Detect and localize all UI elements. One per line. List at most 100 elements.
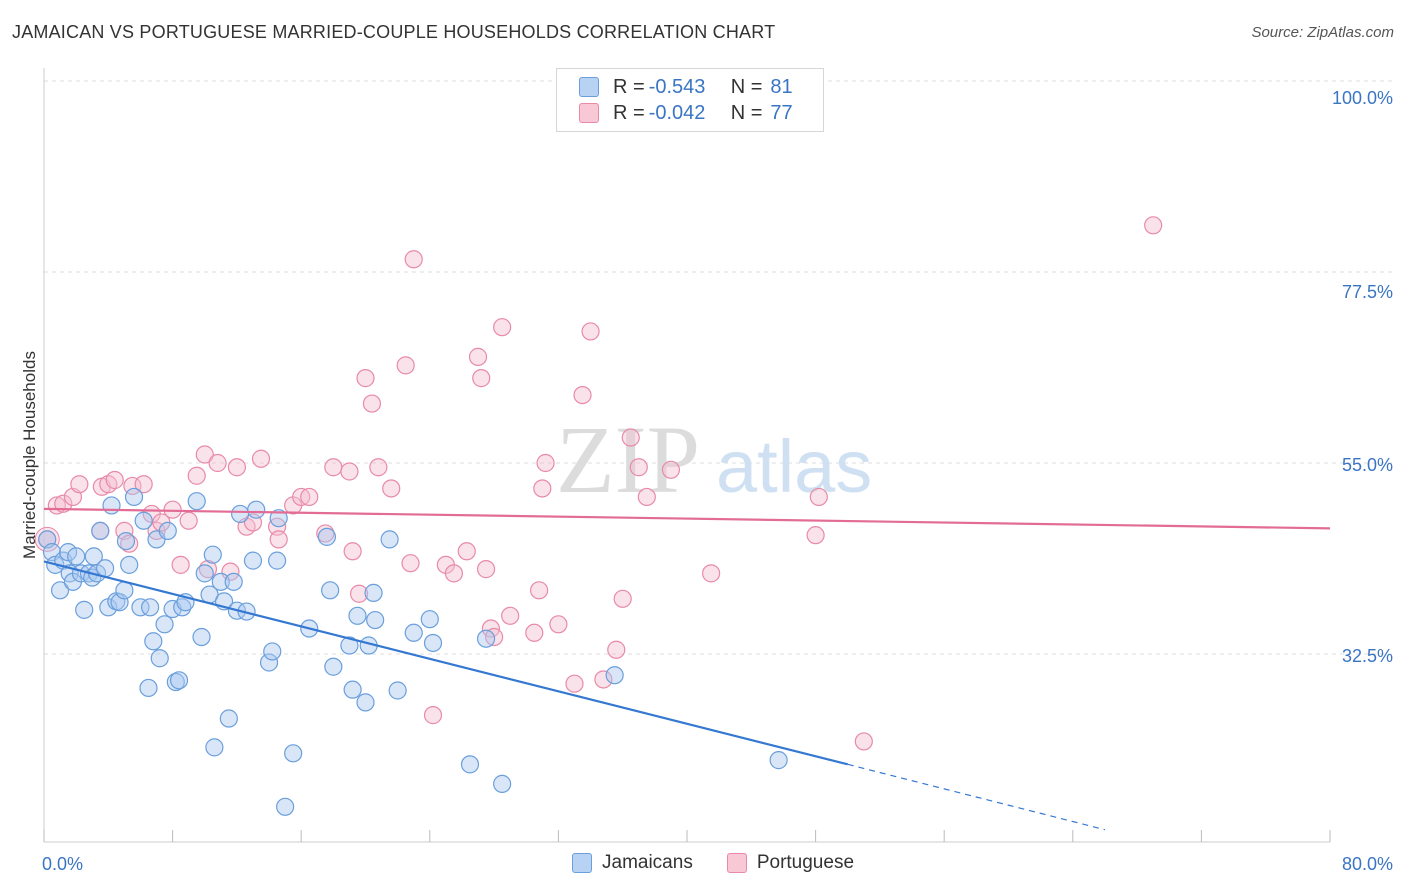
watermark-zip: ZIP bbox=[556, 406, 700, 513]
jamaicans-trend-line bbox=[43, 560, 849, 766]
jamaicans-point bbox=[169, 671, 189, 690]
jamaicans-point bbox=[158, 521, 177, 541]
portuguese-point bbox=[404, 250, 423, 269]
jamaicans-trend-extension bbox=[847, 763, 1106, 831]
jamaicans-point bbox=[155, 615, 174, 634]
jamaicans-point bbox=[340, 636, 359, 655]
jamaicans-point bbox=[131, 598, 150, 617]
jamaicans-point bbox=[211, 572, 230, 591]
jamaicans-point bbox=[124, 487, 144, 507]
jamaicans-point bbox=[231, 504, 250, 524]
portuguese-point bbox=[369, 458, 388, 477]
jamaicans-point bbox=[460, 755, 480, 774]
portuguese-point bbox=[300, 487, 319, 507]
legend-swatch-pink bbox=[726, 853, 747, 873]
portuguese-point bbox=[227, 458, 246, 477]
jamaicans-point bbox=[348, 606, 367, 625]
portuguese-point bbox=[702, 564, 721, 583]
jamaicans-point bbox=[144, 632, 163, 651]
jamaicans-point bbox=[224, 572, 243, 591]
portuguese-point bbox=[533, 479, 552, 498]
jamaicans-point bbox=[317, 527, 337, 546]
jamaicans-point bbox=[364, 583, 383, 602]
axes bbox=[43, 68, 1331, 843]
watermark: ZIP atlas bbox=[556, 406, 872, 513]
legend-item-jamaicans: Jamaicans bbox=[572, 852, 693, 874]
portuguese-point bbox=[530, 581, 549, 600]
jamaicans-point bbox=[116, 531, 136, 551]
legend-n-label: N = bbox=[730, 75, 763, 98]
y-tick-labels: 32.5% 55.0% 77.5% 100.0% bbox=[1332, 88, 1393, 666]
portuguese-point bbox=[809, 487, 828, 507]
portuguese-points bbox=[34, 216, 1163, 751]
jamaicans-point bbox=[139, 678, 158, 698]
legend-r-label: R = bbox=[613, 101, 645, 124]
jamaicans-point bbox=[366, 610, 385, 630]
portuguese-point bbox=[251, 449, 271, 468]
legend-label-portuguese: Portuguese bbox=[756, 852, 855, 873]
portuguese-point bbox=[179, 511, 198, 530]
portuguese-point bbox=[396, 356, 415, 375]
portuguese-point bbox=[343, 542, 362, 561]
legend-item-portuguese: Portuguese bbox=[726, 852, 855, 874]
jamaicans-point bbox=[605, 666, 624, 685]
jamaicans-point bbox=[219, 709, 238, 728]
legend-swatch-pink bbox=[579, 103, 599, 123]
watermark-atlas: atlas bbox=[716, 425, 872, 508]
x-tick-labels: 0.0% 80.0% bbox=[42, 854, 1393, 874]
portuguese-point bbox=[187, 466, 206, 485]
jamaicans-point bbox=[321, 581, 340, 600]
portuguese-point bbox=[1144, 216, 1163, 235]
portuguese-point bbox=[854, 732, 873, 751]
jamaicans-point bbox=[493, 774, 512, 793]
x-tick-label: 0.0% bbox=[42, 854, 83, 874]
stats-legend: R = -0.543 N = 81 R = -0.042 N = 77 bbox=[556, 68, 824, 132]
jamaicans-point bbox=[173, 598, 192, 617]
legend-r-label: R = bbox=[613, 75, 645, 98]
jamaicans-point bbox=[120, 555, 139, 574]
jamaicans-point bbox=[134, 511, 153, 530]
legend-n-value: 81 bbox=[770, 75, 793, 98]
portuguese-point bbox=[637, 487, 656, 507]
portuguese-point bbox=[549, 615, 568, 634]
legend-label-jamaicans: Jamaicans bbox=[602, 852, 693, 873]
jamaicans-point bbox=[267, 551, 287, 570]
y-tick-label: 77.5% bbox=[1342, 282, 1393, 302]
portuguese-point bbox=[444, 564, 464, 583]
jamaicans-point bbox=[102, 496, 121, 515]
portuguese-point bbox=[195, 445, 214, 464]
legend-row-jamaicans: R = -0.543 N = 81 bbox=[579, 74, 793, 100]
portuguese-point bbox=[594, 670, 613, 689]
jamaicans-point bbox=[205, 738, 224, 757]
jamaicans-point bbox=[284, 744, 303, 763]
portuguese-point bbox=[105, 470, 124, 490]
portuguese-point bbox=[340, 462, 359, 481]
portuguese-point bbox=[134, 475, 153, 494]
portuguese-point bbox=[629, 458, 648, 477]
portuguese-point bbox=[472, 369, 491, 388]
jamaicans-point bbox=[67, 547, 86, 566]
jamaicans-point bbox=[195, 564, 214, 583]
jamaicans-point bbox=[110, 593, 129, 612]
jamaicans-point bbox=[420, 610, 439, 629]
legend-swatch-blue bbox=[579, 77, 599, 97]
jamaicans-point bbox=[50, 581, 70, 600]
jamaicans-point bbox=[75, 600, 94, 619]
portuguese-point bbox=[525, 623, 544, 642]
portuguese-point bbox=[208, 453, 227, 473]
portuguese-point bbox=[536, 453, 555, 473]
jamaicans-point bbox=[476, 629, 496, 648]
jamaicans-point bbox=[203, 545, 222, 564]
legend-r-value: -0.042 bbox=[648, 101, 706, 124]
y-tick-label: 100.0% bbox=[1332, 88, 1393, 108]
portuguese-point bbox=[493, 318, 512, 337]
legend-r-value: -0.543 bbox=[648, 75, 706, 98]
y-tick-label: 32.5% bbox=[1342, 646, 1393, 666]
jamaicans-point bbox=[140, 598, 160, 617]
portuguese-point bbox=[382, 479, 401, 498]
y-axis-title: Married-couple Households bbox=[20, 351, 39, 559]
x-tick-label: 80.0% bbox=[1342, 854, 1393, 874]
portuguese-point bbox=[607, 640, 626, 659]
portuguese-point bbox=[613, 589, 632, 608]
portuguese-point bbox=[70, 475, 89, 494]
